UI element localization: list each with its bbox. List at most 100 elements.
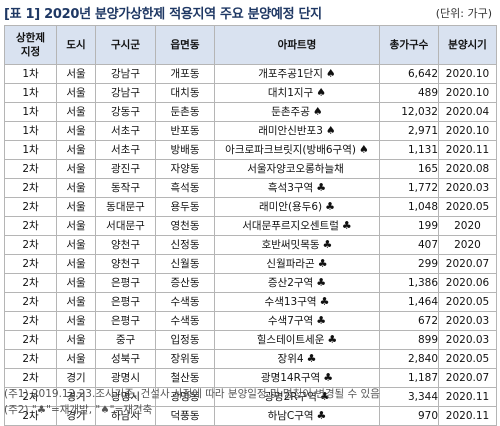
header-district: 구시군 — [95, 25, 156, 65]
table-row: 2차 경기 하남시 덕풍동 하남C구역 ♣ 970 2020.11 — [4, 406, 497, 426]
cell-designation: 2차 — [4, 292, 57, 312]
cell-sale-date: 2020.03 — [438, 311, 497, 331]
apartment-name: 대치1지구 — [267, 87, 314, 99]
cell-designation: 1차 — [4, 83, 57, 103]
cell-neighborhood: 자양동 — [155, 159, 215, 179]
table-row: 2차 서울 중구 입정동 힐스테이트세운 ♣ 899 2020.03 — [4, 330, 497, 350]
cell-neighborhood: 방배동 — [155, 140, 215, 160]
table-row: 2차 서울 서대문구 영천동 서대문푸르지오센트럴 ♣ 199 2020 — [4, 216, 497, 236]
cell-households: 3,344 — [379, 387, 439, 407]
table-row: 2차 서울 광진구 자양동 서울자양코오롱하늘채 165 2020.08 — [4, 159, 497, 179]
cell-sale-date: 2020.10 — [438, 64, 497, 84]
cell-sale-date: 2020.10 — [438, 83, 497, 103]
cell-city: 서울 — [56, 121, 96, 141]
cell-city: 서울 — [56, 292, 96, 312]
cell-city: 서울 — [56, 140, 96, 160]
cell-sale-date: 2020.05 — [438, 349, 497, 369]
cell-households: 199 — [379, 216, 439, 236]
cell-district: 강남구 — [95, 64, 156, 84]
cell-households: 1,386 — [379, 273, 439, 293]
table-row: 1차 서울 강남구 개포동 개포주공1단지 ♠ 6,642 2020.10 — [4, 64, 497, 84]
apartment-name: 아크로파크브릿지(방배6구역) — [225, 144, 356, 156]
cell-district: 동작구 — [95, 178, 156, 198]
cell-city: 서울 — [56, 197, 96, 217]
cell-neighborhood: 대치동 — [155, 83, 215, 103]
apartment-name: 광명2R구역 — [264, 391, 317, 403]
cell-district: 은평구 — [95, 292, 156, 312]
cell-neighborhood: 신정동 — [155, 235, 215, 255]
cell-households: 12,032 — [379, 102, 439, 122]
header-row: 상한제 지정 도시 구시군 읍면동 아파트명 총가구수 분양시기 — [4, 25, 497, 65]
club-icon: ♣ — [322, 238, 333, 251]
cell-apartment: 광명2R구역 ♣ — [214, 387, 380, 407]
cell-households: 2,840 — [379, 349, 439, 369]
cell-city: 경기 — [56, 406, 96, 426]
cell-sale-date: 2020.11 — [438, 140, 497, 160]
cell-households: 1,131 — [379, 140, 439, 160]
cell-sale-date: 2020.08 — [438, 159, 497, 179]
cell-city: 서울 — [56, 349, 96, 369]
table-row: 2차 서울 은평구 증산동 증산2구역 ♣ 1,386 2020.06 — [4, 273, 497, 293]
cell-neighborhood: 용두동 — [155, 197, 215, 217]
cell-district: 광진구 — [95, 159, 156, 179]
cell-sale-date: 2020.05 — [438, 197, 497, 217]
club-icon: ♣ — [316, 314, 327, 327]
cell-households: 299 — [379, 254, 439, 274]
cell-district: 서초구 — [95, 121, 156, 141]
cell-district: 광명시 — [95, 368, 156, 388]
cell-apartment: 증산2구역 ♣ — [214, 273, 380, 293]
cell-designation: 2차 — [4, 178, 57, 198]
cell-city: 서울 — [56, 273, 96, 293]
cell-apartment: 래미안(용두6) ♣ — [214, 197, 380, 217]
club-icon: ♣ — [341, 219, 352, 232]
table-row: 2차 서울 성북구 장위동 장위4 ♣ 2,840 2020.05 — [4, 349, 497, 369]
club-icon: ♣ — [319, 295, 330, 308]
club-icon: ♣ — [319, 390, 330, 403]
spade-icon: ♠ — [312, 105, 323, 118]
table-row: 1차 서울 강남구 대치동 대치1지구 ♠ 489 2020.10 — [4, 83, 497, 103]
cell-city: 서울 — [56, 235, 96, 255]
cell-sale-date: 2020.05 — [438, 292, 497, 312]
header-apartment: 아파트명 — [214, 25, 380, 65]
cell-neighborhood: 증산동 — [155, 273, 215, 293]
table-row: 2차 경기 광명시 광명동 광명2R구역 ♣ 3,344 2020.11 — [4, 387, 497, 407]
cell-designation: 2차 — [4, 330, 57, 350]
cell-sale-date: 2020.11 — [438, 387, 497, 407]
cell-apartment: 호반써밋목동 ♣ — [214, 235, 380, 255]
cell-neighborhood: 신월동 — [155, 254, 215, 274]
club-icon: ♣ — [325, 200, 336, 213]
header-neighborhood: 읍면동 — [155, 25, 215, 65]
cell-neighborhood: 철산동 — [155, 368, 215, 388]
cell-apartment: 아크로파크브릿지(방배6구역) ♠ — [214, 140, 380, 160]
cell-designation: 2차 — [4, 349, 57, 369]
cell-apartment: 장위4 ♣ — [214, 349, 380, 369]
cell-neighborhood: 흑석동 — [155, 178, 215, 198]
table-body: 1차 서울 강남구 개포동 개포주공1단지 ♠ 6,642 2020.10 1차 서울 강남구 대치동… — [4, 64, 497, 426]
table-row: 1차 서울 서초구 방배동 아크로파크브릿지(방배6구역) ♠ 1,131 2020.11 — [4, 140, 497, 160]
cell-sale-date: 2020.03 — [438, 330, 497, 350]
cell-district: 동대문구 — [95, 197, 156, 217]
cell-sale-date: 2020.04 — [438, 102, 497, 122]
spade-icon: ♠ — [325, 124, 336, 137]
cell-district: 중구 — [95, 330, 156, 350]
cell-neighborhood: 개포동 — [155, 64, 215, 84]
apartment-name: 신월파라곤 — [266, 258, 315, 270]
header-households: 총가구수 — [379, 25, 439, 65]
table-row: 2차 경기 광명시 철산동 광명14R구역 ♣ 1,187 2020.07 — [4, 368, 497, 388]
footnote-2: (주2) "♣"=재개발, "♠"=재건축 — [4, 404, 153, 416]
apartment-name: 하남C구역 — [267, 410, 314, 422]
complex-table: 상한제 지정 도시 구시군 읍면동 아파트명 총가구수 분양시기 1차 서울 강남구 개… — [4, 25, 497, 426]
apartment-name: 개포주공1단지 — [258, 68, 323, 80]
apartment-name: 수색7구역 — [267, 315, 314, 327]
cell-sale-date: 2020.07 — [438, 254, 497, 274]
cell-district: 은평구 — [95, 273, 156, 293]
table-row: 1차 서울 강동구 둔촌동 둔촌주공 ♠ 12,032 2020.04 — [4, 102, 497, 122]
header-sale-date: 분양시기 — [438, 25, 497, 65]
cell-sale-date: 2020.03 — [438, 178, 497, 198]
apartment-name: 호반써밋목동 — [261, 239, 320, 251]
apartment-name: 래미안(용두6) — [258, 201, 323, 213]
header-designation: 상한제 지정 — [4, 25, 57, 65]
cell-apartment: 래미안신반포3 ♠ — [214, 121, 380, 141]
cell-households: 672 — [379, 311, 439, 331]
